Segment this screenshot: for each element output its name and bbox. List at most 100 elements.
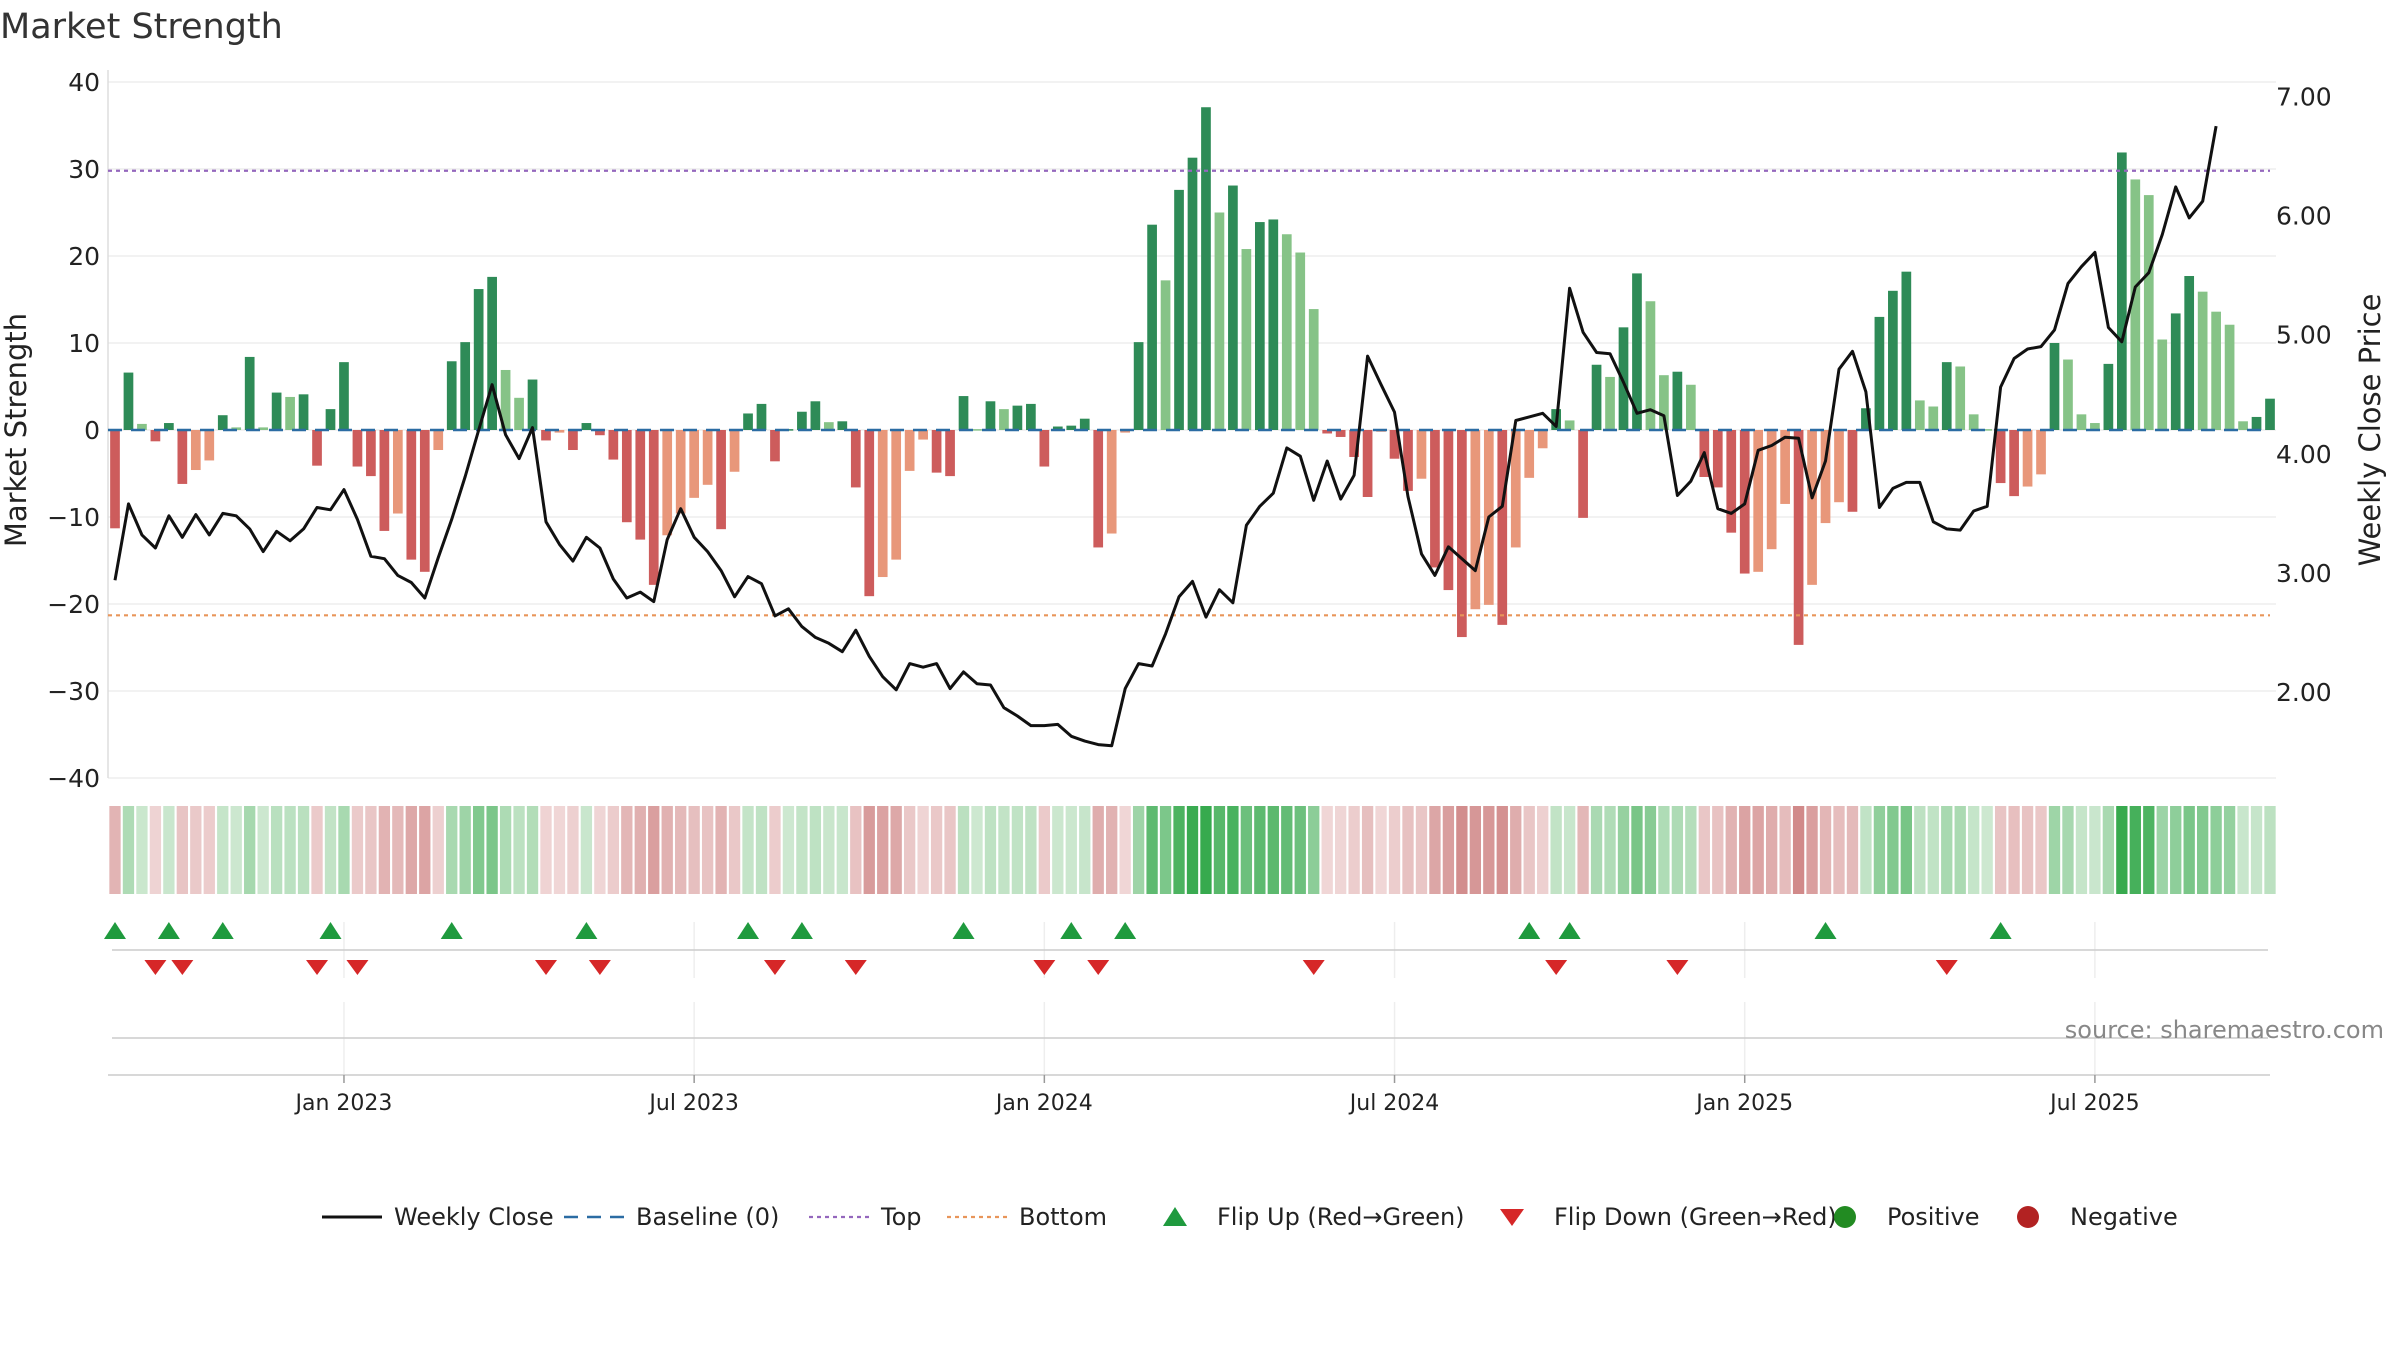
heat-cell (2089, 806, 2101, 894)
strength-bar (797, 411, 807, 430)
lower-panel (108, 1002, 2270, 1076)
heat-cell (486, 806, 498, 894)
flip-down-marker (1935, 960, 1958, 975)
strength-bar (1470, 430, 1481, 610)
heat-cell (675, 806, 687, 894)
strength-bar (541, 430, 551, 441)
strength-bar (568, 430, 578, 451)
heat-cell (2210, 806, 2222, 894)
heat-cell (149, 806, 162, 894)
heat-cell (136, 806, 148, 894)
x-tick-label: Jul 2025 (2048, 1091, 2140, 1116)
y2-tick-label: 5.00 (2276, 321, 2332, 350)
heat-cell (1092, 806, 1104, 894)
strength-bar (339, 362, 349, 430)
strength-bar (2076, 414, 2087, 430)
strength-bar (473, 289, 484, 430)
strength-bar (2197, 291, 2208, 430)
y2-axis-title: Weekly Close Price (2353, 294, 2387, 567)
heat-cell (782, 806, 795, 894)
flip-up-marker (737, 922, 760, 939)
strength-bar (729, 430, 740, 472)
heat-cell (863, 806, 875, 894)
strength-bar (1564, 420, 1575, 430)
heat-cell (1941, 806, 1953, 894)
strength-bar (945, 430, 955, 477)
strength-bar (904, 430, 915, 471)
heat-cell (2264, 806, 2276, 894)
strength-bar (1120, 430, 1131, 433)
reference-lines (108, 169, 2270, 617)
strength-bar (1389, 430, 1400, 459)
strength-bar (325, 409, 336, 430)
strength-bar (810, 401, 821, 430)
legend-label: Flip Down (Green→Red) (1554, 1203, 1837, 1231)
strength-bar (352, 430, 363, 467)
heat-cell (809, 806, 822, 894)
flip-markers-panel (104, 922, 2268, 978)
heat-cell (284, 806, 296, 894)
strength-bar (204, 430, 215, 461)
heat-cell (2116, 806, 2128, 894)
heat-cell (1213, 806, 1226, 894)
heat-cell (1846, 806, 1859, 894)
legend-item: Top (809, 1203, 922, 1231)
flip-down-marker (346, 960, 369, 975)
strength-bar (891, 430, 902, 560)
strength-bar (1524, 430, 1535, 478)
legend-item: Weekly Close (322, 1203, 554, 1231)
legend-label: Flip Up (Red→Green) (1217, 1203, 1465, 1231)
heat-cell (1173, 806, 1185, 894)
heat-cell (297, 806, 310, 894)
heat-cell (1604, 806, 1616, 894)
strength-bar (1012, 405, 1023, 430)
heat-cell (944, 806, 956, 894)
heat-cell (567, 806, 579, 894)
heat-cell (1348, 806, 1360, 894)
y-tick-label: −30 (47, 677, 100, 706)
heat-cell (1496, 806, 1508, 894)
heat-cell (1994, 806, 2007, 894)
strength-bar (1174, 189, 1184, 430)
strength-bar (379, 430, 390, 531)
heat-cell (1442, 806, 1455, 894)
strength-bar (1443, 430, 1454, 591)
heat-cell (270, 806, 283, 894)
heat-cell (1954, 806, 1966, 894)
heat-cell (1052, 806, 1064, 894)
strength-bar (392, 430, 403, 514)
strength-bar (1228, 185, 1238, 430)
heat-cell (203, 806, 215, 894)
strength-bar (487, 276, 497, 430)
legend-label: Negative (2070, 1203, 2178, 1231)
heat-cell (742, 806, 754, 894)
strength-bar (1160, 280, 1171, 430)
heat-cell (1887, 806, 1899, 894)
heat-cell (1510, 806, 1522, 894)
heat-cell (472, 806, 485, 894)
strength-bar (1106, 430, 1117, 534)
heat-cell (1765, 806, 1778, 894)
x-tick-label: Jul 2024 (1348, 1091, 1440, 1116)
heat-cell (1779, 806, 1791, 894)
strength-bar (1295, 252, 1306, 430)
heat-cell (1712, 806, 1724, 894)
strength-bar (2251, 416, 2262, 430)
flip-up-marker (319, 922, 342, 939)
y-tick-label: 40 (68, 68, 100, 97)
heat-cell (230, 806, 242, 894)
strength-bar (527, 379, 538, 430)
heat-cell (1375, 806, 1387, 894)
strength-bar (608, 430, 619, 460)
strength-bar (1349, 430, 1359, 457)
y2-tick-label: 4.00 (2276, 440, 2332, 469)
heat-cell (1860, 806, 1872, 894)
heat-cell (109, 806, 121, 894)
heat-cell (1106, 806, 1118, 894)
heat-cell (405, 806, 417, 894)
heat-cell (2035, 806, 2047, 894)
legend-swatch (1834, 1206, 1856, 1228)
legend-label: Bottom (1019, 1203, 1107, 1231)
legend-label: Positive (1887, 1203, 1980, 1231)
y-tick-label: −20 (47, 590, 100, 619)
